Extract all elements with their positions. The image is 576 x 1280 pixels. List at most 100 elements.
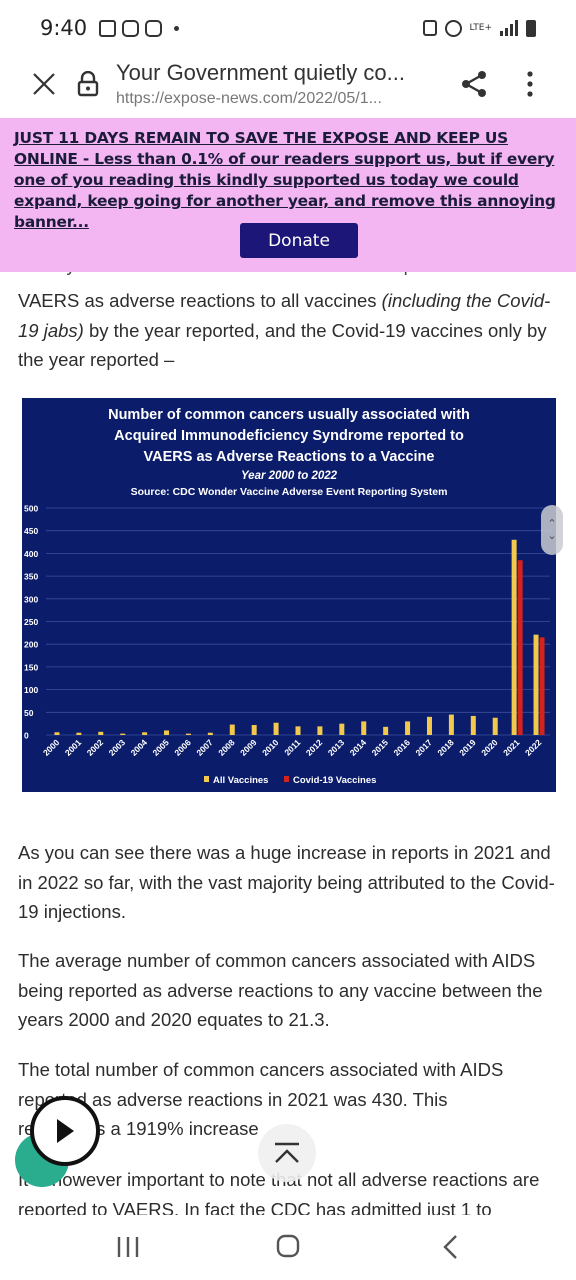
y-tick-label: 450 — [24, 526, 38, 536]
bar-all-vaccines — [533, 634, 539, 735]
x-tick-label: 2021 — [501, 737, 522, 758]
address-area[interactable]: Your Government quietly co... https://ex… — [116, 60, 436, 108]
audio-play-button[interactable] — [30, 1096, 100, 1166]
lock-icon — [77, 71, 99, 97]
bar-all-vaccines — [54, 732, 60, 735]
total-line-2: reported as adverse reactions in 2021 wa… — [18, 1088, 448, 1110]
more-options-button[interactable] — [514, 64, 546, 104]
donate-button[interactable]: Donate — [240, 223, 358, 258]
paragraph-total: The total number of common cancers assoc… — [18, 1055, 558, 1144]
x-tick-label: 2014 — [348, 737, 369, 758]
y-tick-label: 250 — [24, 617, 38, 627]
share-icon — [462, 71, 486, 97]
home-button[interactable] — [276, 1234, 300, 1258]
bar-all-vaccines — [207, 732, 213, 735]
x-tick-label: 2016 — [392, 737, 413, 758]
system-icons: LTE+ — [422, 19, 536, 37]
y-tick-label: 400 — [24, 549, 38, 559]
bar-all-vaccines — [426, 716, 432, 735]
x-tick-label: 2007 — [194, 737, 215, 758]
instagram-icon — [122, 19, 140, 37]
y-tick-label: 100 — [24, 685, 38, 695]
battery-icon — [526, 19, 536, 37]
bar-all-vaccines — [448, 714, 454, 735]
back-button[interactable] — [440, 1234, 460, 1260]
scroll-top-icon — [275, 1142, 299, 1163]
bar-covid-vaccines — [517, 560, 523, 735]
y-tick-label: 300 — [24, 594, 38, 604]
bar-all-vaccines — [229, 724, 235, 735]
bar-all-vaccines — [76, 732, 82, 735]
intro-italic-text: (including the Covid-19 jabs) — [18, 290, 551, 341]
bar-all-vaccines — [470, 715, 476, 735]
x-tick-label: 2015 — [370, 737, 391, 758]
status-bar: 9:40 LTE+ — [0, 0, 576, 56]
y-tick-label: 150 — [24, 662, 38, 672]
article-intro: VAERS as adverse reactions to all vaccin… — [18, 286, 558, 375]
lock-notification-icon — [422, 20, 437, 36]
y-tick-label: 0 — [24, 731, 29, 741]
page-title: Your Government quietly co... — [116, 60, 406, 85]
bar-all-vaccines — [251, 725, 257, 735]
bar-all-vaccines — [98, 731, 104, 735]
chart-subtitle: Year 2000 to 2022 — [241, 470, 338, 482]
home-icon — [276, 1234, 300, 1258]
alarm-icon — [444, 19, 462, 37]
x-tick-label: 2006 — [172, 737, 193, 758]
bar-all-vaccines — [383, 726, 389, 735]
chart-title-line: Number of common cancers usually associa… — [108, 407, 470, 423]
x-tick-label: 2020 — [479, 737, 500, 758]
intro-text-end: by the year reported, and the Covid-19 v… — [18, 319, 547, 371]
bar-all-vaccines — [405, 721, 411, 735]
close-icon — [33, 73, 55, 95]
x-tick-label: 2013 — [326, 737, 347, 758]
x-tick-label: 2004 — [129, 737, 150, 758]
y-tick-label: 50 — [24, 708, 34, 718]
chart-source: Source: CDC Wonder Vaccine Adverse Event… — [131, 486, 448, 498]
network-type-label: LTE+ — [469, 22, 493, 33]
y-tick-label: 200 — [24, 640, 38, 650]
x-tick-label: 2022 — [523, 737, 544, 758]
paragraph-average: The average number of common cancers ass… — [18, 950, 543, 1030]
site-info-button[interactable] — [70, 66, 106, 102]
chevron-down-icon: ⌄ — [547, 530, 557, 542]
chart-title-line: VAERS as Adverse Reactions to a Vaccine — [144, 449, 435, 465]
x-tick-label: 2003 — [107, 737, 128, 758]
more-notifications-icon — [174, 25, 180, 31]
page-url: https://expose-news.com/2022/05/1... — [116, 90, 382, 107]
bar-all-vaccines — [164, 730, 170, 735]
x-tick-label: 2018 — [435, 737, 456, 758]
fast-scroll-handle[interactable]: ⌃ ⌄ — [541, 505, 563, 555]
recent-apps-button[interactable] — [116, 1236, 140, 1258]
x-tick-label: 2000 — [41, 737, 62, 758]
x-tick-label: 2019 — [457, 737, 478, 758]
x-tick-label: 2011 — [282, 737, 302, 757]
bar-all-vaccines — [295, 726, 301, 735]
x-tick-label: 2009 — [238, 737, 259, 758]
share-button[interactable] — [454, 64, 494, 104]
scroll-to-top-button[interactable] — [258, 1124, 316, 1182]
bar-all-vaccines — [273, 722, 279, 735]
fundraising-banner: JUST 11 DAYS REMAIN TO SAVE THE EXPOSE A… — [0, 118, 576, 272]
bar-all-vaccines — [185, 733, 191, 735]
browser-toolbar: Your Government quietly co... https://ex… — [0, 56, 576, 112]
legend-swatch-covid — [284, 776, 289, 782]
x-tick-label: 2002 — [85, 737, 106, 758]
play-icon — [57, 1119, 74, 1143]
bar-all-vaccines — [492, 717, 498, 735]
intro-text: VAERS as adverse reactions to all vaccin… — [18, 290, 382, 311]
legend-label-all: All Vaccines — [213, 775, 268, 786]
bar-all-vaccines — [120, 733, 126, 735]
chart-title-line: Acquired Immunodeficiency Syndrome repor… — [114, 428, 464, 444]
bar-all-vaccines — [511, 539, 517, 735]
banner-message[interactable]: JUST 11 DAYS REMAIN TO SAVE THE EXPOSE A… — [14, 129, 556, 231]
system-nav-bar — [0, 1216, 576, 1280]
x-tick-label: 2012 — [304, 737, 325, 758]
back-icon — [443, 1235, 457, 1259]
bar-all-vaccines — [339, 723, 345, 735]
x-tick-label: 2008 — [216, 737, 237, 758]
paragraph-increase: As you can see there was a huge increase… — [18, 842, 555, 922]
x-tick-label: 2010 — [260, 737, 281, 758]
close-tab-button[interactable] — [20, 60, 68, 108]
